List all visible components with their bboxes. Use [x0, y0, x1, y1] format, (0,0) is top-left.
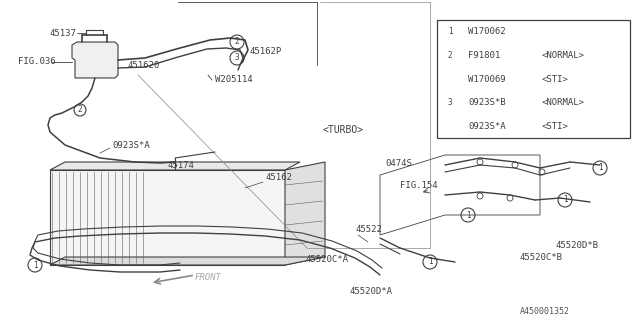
Text: A450001352: A450001352: [520, 308, 570, 316]
Text: 45162P: 45162P: [250, 47, 282, 57]
Polygon shape: [50, 257, 325, 265]
Text: 2: 2: [77, 106, 83, 115]
Text: <STI>: <STI>: [542, 75, 569, 84]
Text: 2: 2: [235, 37, 239, 46]
Text: <NORMAL>: <NORMAL>: [542, 98, 585, 107]
Text: 1: 1: [598, 164, 602, 172]
Text: 1: 1: [33, 260, 37, 269]
Text: FIG.154: FIG.154: [400, 180, 438, 189]
Text: 1: 1: [428, 258, 432, 267]
Bar: [437, 20, 630, 138]
Text: 45137: 45137: [50, 28, 77, 37]
Text: 45520D*A: 45520D*A: [350, 287, 393, 297]
Text: <TURBO>: <TURBO>: [323, 125, 364, 135]
Text: 45522: 45522: [355, 226, 382, 235]
Text: 1: 1: [466, 211, 470, 220]
Text: 45520C*A: 45520C*A: [305, 255, 348, 265]
Polygon shape: [285, 162, 325, 265]
Polygon shape: [50, 170, 285, 265]
Polygon shape: [72, 42, 118, 78]
Text: W170062: W170062: [468, 27, 506, 36]
Text: 0923S*A: 0923S*A: [468, 122, 506, 131]
Text: 45520C*B: 45520C*B: [520, 253, 563, 262]
Text: W205114: W205114: [215, 76, 253, 84]
Polygon shape: [50, 162, 300, 170]
Text: 3: 3: [448, 98, 452, 107]
Text: 1: 1: [448, 27, 452, 36]
Text: W170069: W170069: [468, 75, 506, 84]
Text: F91801: F91801: [468, 51, 500, 60]
Text: 0474S: 0474S: [385, 158, 412, 167]
Text: <STI>: <STI>: [542, 122, 569, 131]
Text: 2: 2: [448, 51, 452, 60]
Text: FRONT: FRONT: [195, 274, 222, 283]
Text: 45520D*B: 45520D*B: [555, 241, 598, 250]
Text: 1: 1: [563, 196, 567, 204]
Text: 45174: 45174: [168, 161, 195, 170]
Text: FIG.036: FIG.036: [18, 58, 56, 67]
Text: 45162: 45162: [265, 173, 292, 182]
Text: 0923S*A: 0923S*A: [112, 140, 150, 149]
Text: <NORMAL>: <NORMAL>: [542, 51, 585, 60]
Text: 0923S*B: 0923S*B: [468, 98, 506, 107]
Text: 451620: 451620: [128, 60, 160, 69]
Text: 3: 3: [235, 53, 239, 62]
